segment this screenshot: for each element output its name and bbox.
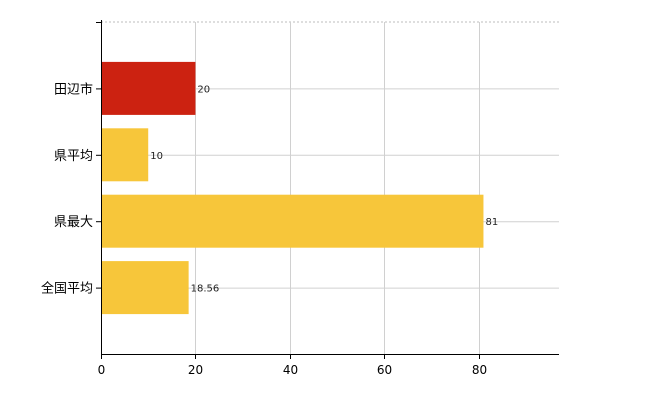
- data-label: 20: [197, 84, 210, 95]
- y-tick-label: 県最大: [54, 215, 93, 230]
- data-label: 81: [485, 217, 498, 228]
- y-tick-label: 全国平均: [41, 281, 93, 297]
- data-labels: 20 10 81 18.56: [150, 84, 498, 294]
- x-tick-label: 40: [283, 363, 298, 377]
- bar: [102, 128, 149, 182]
- bar: [102, 194, 484, 248]
- x-tick-label: 60: [377, 363, 392, 377]
- bar: [102, 61, 196, 115]
- y-tick-label: 田辺市: [54, 81, 93, 97]
- data-label: 18.56: [191, 284, 220, 295]
- bar: [102, 261, 189, 315]
- bars: [102, 61, 484, 315]
- x-tick-label: 80: [472, 363, 487, 377]
- data-label: 10: [150, 151, 163, 162]
- y-tick-label: 県平均: [54, 149, 93, 164]
- x-tick-label: 20: [188, 363, 203, 377]
- x-tick-label: 0: [98, 363, 106, 377]
